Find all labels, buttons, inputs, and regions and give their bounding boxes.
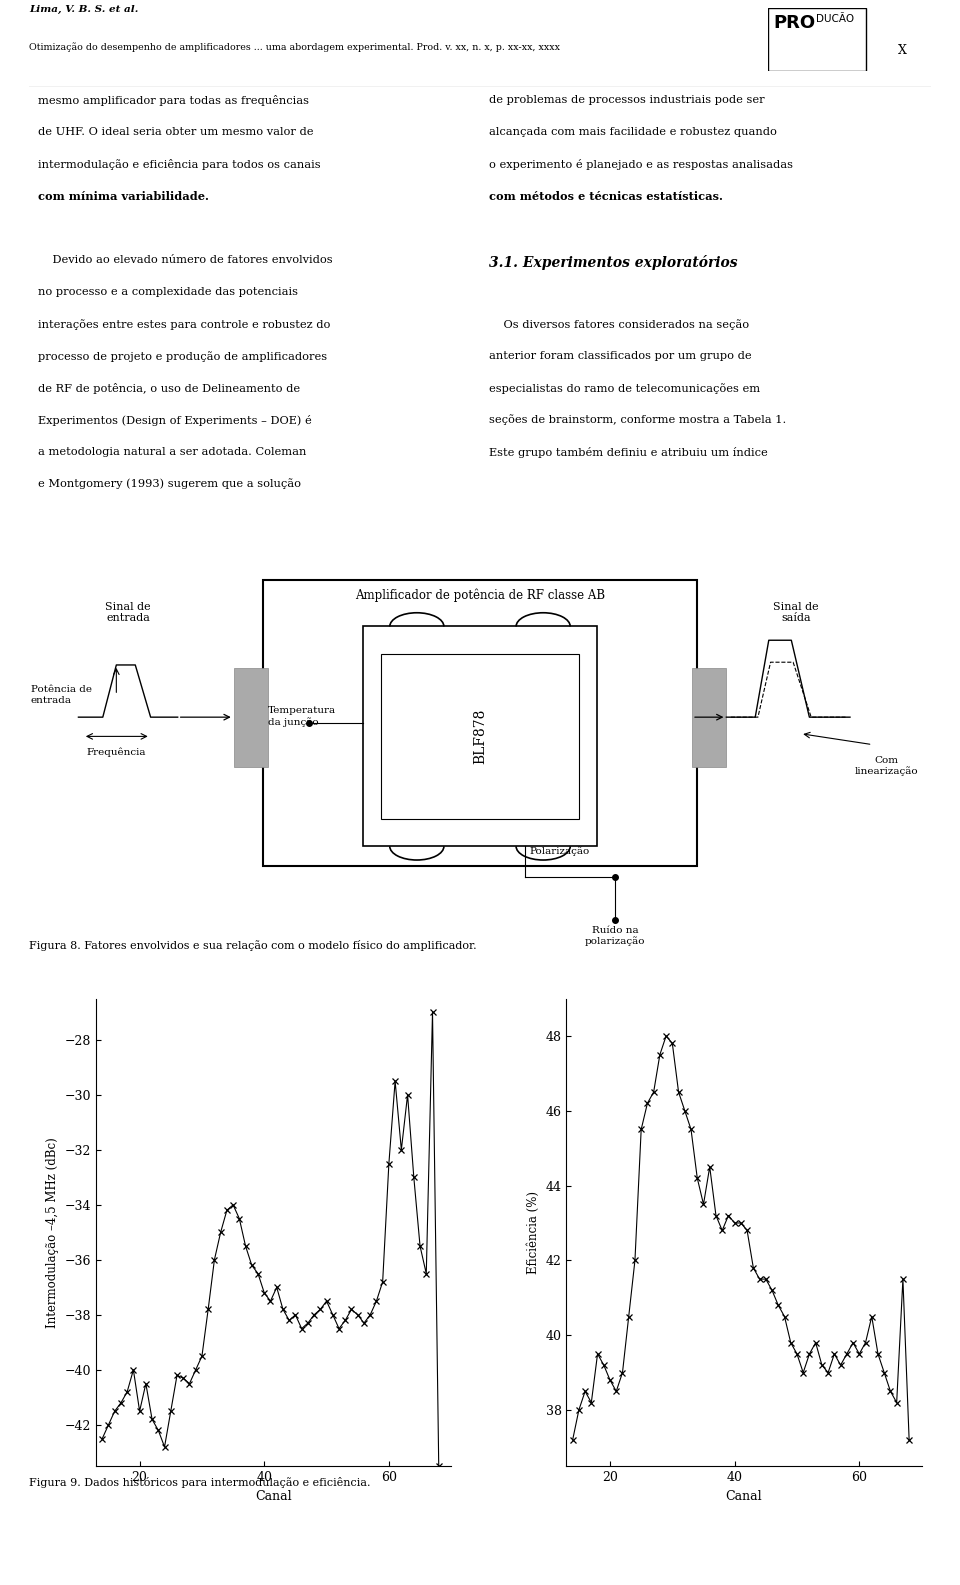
Text: Potência de
entrada: Potência de entrada xyxy=(31,685,91,705)
FancyBboxPatch shape xyxy=(768,8,866,71)
Text: especialistas do ramo de telecomunicações em: especialistas do ramo de telecomunicaçõe… xyxy=(489,382,760,393)
Text: DUCÃO: DUCÃO xyxy=(816,14,854,24)
Text: Devido ao elevado número de fatores envolvidos: Devido ao elevado número de fatores envo… xyxy=(37,255,332,265)
X-axis label: Canal: Canal xyxy=(726,1490,762,1503)
Y-axis label: Eficiência (%): Eficiência (%) xyxy=(527,1190,540,1274)
Text: o experimento é planejado e as respostas analisadas: o experimento é planejado e as respostas… xyxy=(489,158,793,170)
Text: anterior foram classificados por um grupo de: anterior foram classificados por um grup… xyxy=(489,350,752,361)
Bar xyxy=(363,626,597,846)
Text: 3.1. Experimentos exploratórios: 3.1. Experimentos exploratórios xyxy=(489,255,737,269)
Text: Sinal de
entrada: Sinal de entrada xyxy=(106,602,151,623)
Text: interações entre estes para controle e robustez do: interações entre estes para controle e r… xyxy=(37,319,330,330)
Text: processo de projeto e produção de amplificadores: processo de projeto e produção de amplif… xyxy=(37,350,327,361)
Text: a metodologia natural a ser adotada. Coleman: a metodologia natural a ser adotada. Col… xyxy=(37,447,306,456)
Text: Sinal de
saída: Sinal de saída xyxy=(773,602,819,623)
Text: Amplificador de potência de RF classe AB: Amplificador de potência de RF classe AB xyxy=(355,588,605,602)
Text: de UHF. O ideal seria obter um mesmo valor de: de UHF. O ideal seria obter um mesmo val… xyxy=(37,127,313,136)
Bar xyxy=(692,667,727,767)
Text: e Montgomery (1993) sugerem que a solução: e Montgomery (1993) sugerem que a soluçã… xyxy=(37,479,300,490)
Text: intermodulação e eficiência para todos os canais: intermodulação e eficiência para todos o… xyxy=(37,158,321,170)
Text: Frequência: Frequência xyxy=(86,748,146,758)
Text: Otimização do desempenho de amplificadores ... uma abordagem experimental. Prod.: Otimização do desempenho de amplificador… xyxy=(29,41,560,52)
Text: Ruído na
polarização: Ruído na polarização xyxy=(585,926,646,946)
Bar xyxy=(233,667,268,767)
Text: com mínima variabilidade.: com mínima variabilidade. xyxy=(37,190,208,201)
Text: de problemas de processos industriais pode ser: de problemas de processos industriais po… xyxy=(489,95,765,105)
Text: de RF de potência, o uso de Delineamento de: de RF de potência, o uso de Delineamento… xyxy=(37,382,300,393)
Text: Experimentos (Design of Experiments – DOE) é: Experimentos (Design of Experiments – DO… xyxy=(37,415,312,426)
Text: Este grupo também definiu e atribuiu um índice: Este grupo também definiu e atribuiu um … xyxy=(489,447,768,458)
Text: Os diversos fatores considerados na seção: Os diversos fatores considerados na seçã… xyxy=(489,319,749,330)
Text: no processo e a complexidade das potenciais: no processo e a complexidade das potenci… xyxy=(37,287,298,296)
Bar xyxy=(381,655,579,819)
Y-axis label: Intermodulação –4,5 MHz (dBc): Intermodulação –4,5 MHz (dBc) xyxy=(46,1136,60,1328)
Text: seções de brainstorm, conforme mostra a Tabela 1.: seções de brainstorm, conforme mostra a … xyxy=(489,415,786,425)
Text: Temperatura
da junção: Temperatura da junção xyxy=(268,707,336,726)
Bar xyxy=(263,580,697,865)
Text: Com
linearização: Com linearização xyxy=(854,756,918,777)
Text: Lima, V. B. S. et al.: Lima, V. B. S. et al. xyxy=(29,5,138,14)
Text: com métodos e técnicas estatísticas.: com métodos e técnicas estatísticas. xyxy=(489,190,723,201)
Text: alcançada com mais facilidade e robustez quando: alcançada com mais facilidade e robustez… xyxy=(489,127,777,136)
Text: Figura 9. Dados históricos para intermodulação e eficiência.: Figura 9. Dados históricos para intermod… xyxy=(29,1477,371,1488)
Text: Figura 8. Fatores envolvidos e sua relação com o modelo físico do amplificador.: Figura 8. Fatores envolvidos e sua relaç… xyxy=(29,940,476,951)
Text: BLF878: BLF878 xyxy=(473,708,487,764)
Text: mesmo amplificador para todas as frequências: mesmo amplificador para todas as frequên… xyxy=(37,95,309,106)
Text: Polarização: Polarização xyxy=(530,846,589,856)
Text: X: X xyxy=(898,44,906,57)
X-axis label: Canal: Canal xyxy=(255,1490,292,1503)
Text: PRO: PRO xyxy=(774,14,816,32)
